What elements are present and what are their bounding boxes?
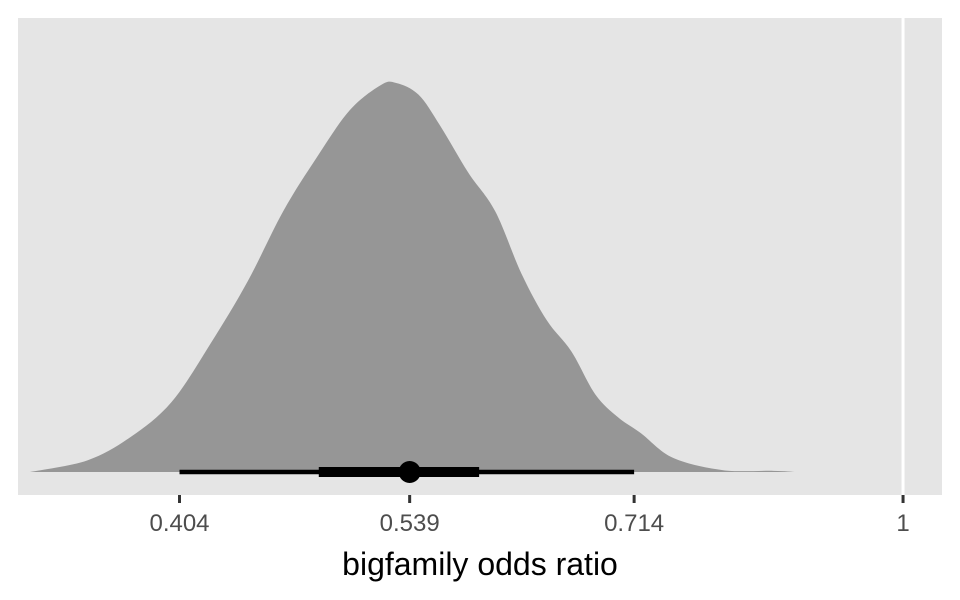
x-tick-label: 1 — [896, 510, 909, 537]
x-tick-label: 0.539 — [380, 510, 440, 537]
x-axis-title: bigfamily odds ratio — [342, 546, 618, 582]
x-tick-label: 0.404 — [149, 510, 209, 537]
density-area — [30, 81, 797, 472]
x-axis-ticks: 0.404 0.539 0.714 1 — [149, 495, 910, 537]
point-estimate — [398, 461, 421, 483]
x-tick-label: 0.714 — [604, 510, 664, 537]
